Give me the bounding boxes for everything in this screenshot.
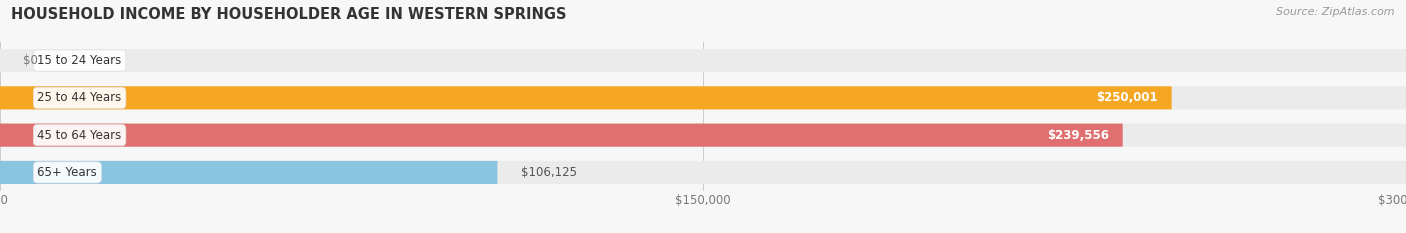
FancyBboxPatch shape [0,86,1171,110]
Text: 65+ Years: 65+ Years [38,166,97,179]
Text: $250,001: $250,001 [1097,91,1157,104]
Text: HOUSEHOLD INCOME BY HOUSEHOLDER AGE IN WESTERN SPRINGS: HOUSEHOLD INCOME BY HOUSEHOLDER AGE IN W… [11,7,567,22]
Text: Source: ZipAtlas.com: Source: ZipAtlas.com [1277,7,1395,17]
FancyBboxPatch shape [0,123,1123,147]
Text: 15 to 24 Years: 15 to 24 Years [38,54,122,67]
FancyBboxPatch shape [0,49,1406,72]
FancyBboxPatch shape [0,123,1406,147]
FancyBboxPatch shape [0,161,1406,184]
Text: $239,556: $239,556 [1046,129,1109,142]
Text: 45 to 64 Years: 45 to 64 Years [38,129,122,142]
Text: $0: $0 [24,54,38,67]
FancyBboxPatch shape [0,161,498,184]
Text: 25 to 44 Years: 25 to 44 Years [38,91,122,104]
FancyBboxPatch shape [0,86,1406,110]
Text: $106,125: $106,125 [520,166,576,179]
